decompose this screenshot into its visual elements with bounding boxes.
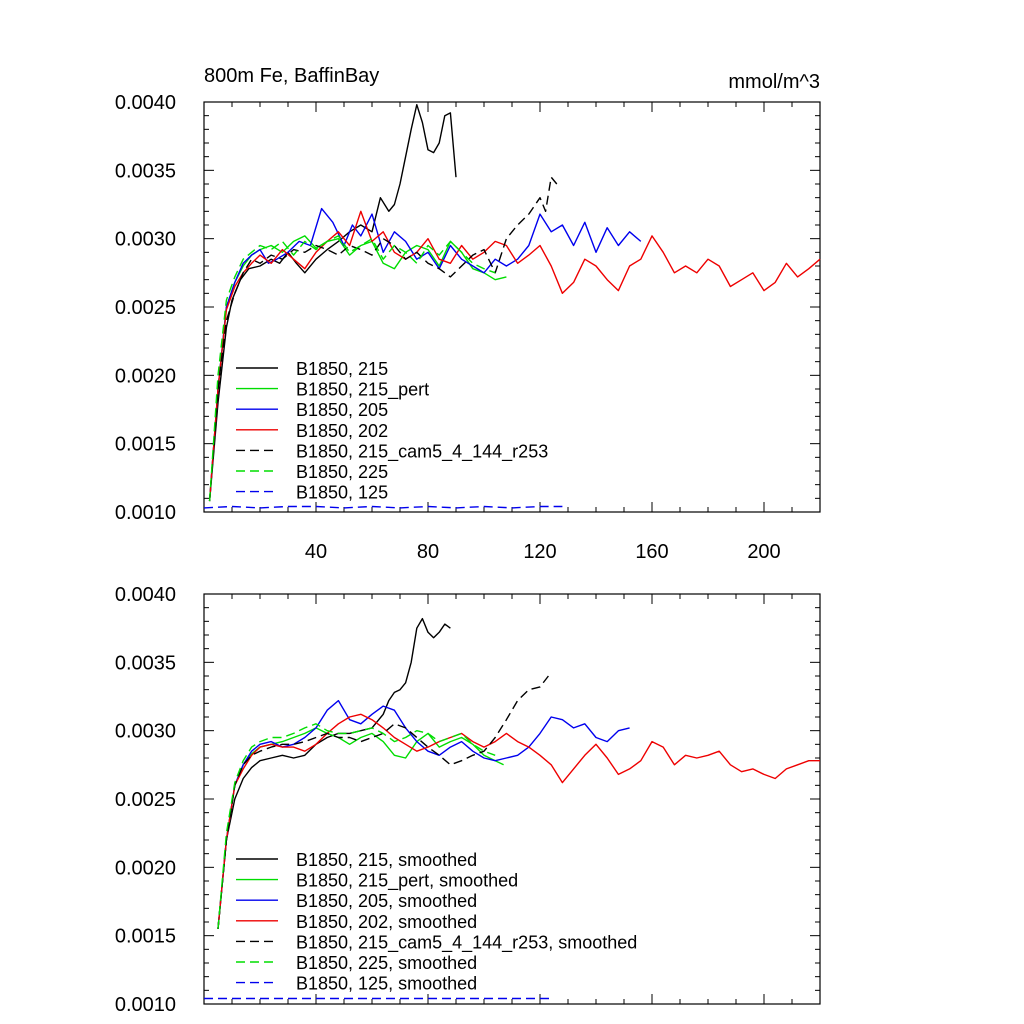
series-line (208, 176, 558, 502)
y-tick-label: 0.0025 (115, 297, 176, 319)
legend-label: B1850, 225, smoothed (296, 953, 477, 973)
units-label: mmol/m^3 (728, 71, 820, 93)
series-line (217, 723, 496, 929)
legend-label: B1850, 215 (296, 359, 388, 379)
x-tick-label: 160 (635, 541, 668, 563)
series-line (217, 699, 630, 929)
legend-label: B1850, 125, smoothed (296, 974, 477, 994)
series-line (217, 675, 549, 929)
bottom-panel: 0.0010 0.0015 0.0020 0.0025 0.0030 0.0035 0.00… (115, 584, 821, 1016)
x-tick-label: 120 (523, 541, 556, 563)
legend-label: B1850, 125 (296, 483, 388, 503)
legend-label: B1850, 215, smoothed (296, 850, 477, 870)
y-tick-label: 0.0010 (115, 502, 176, 524)
y-tick-label: 0.0035 (115, 160, 176, 182)
y-tick-label: 0.0015 (115, 926, 176, 948)
y-tick-label: 0.0035 (115, 652, 176, 674)
y-tick-label: 0.0025 (115, 789, 176, 811)
legend-label: B1850, 205 (296, 400, 388, 420)
legend-label: B1850, 215_pert, smoothed (296, 871, 518, 892)
y-tick-label: 0.0040 (115, 92, 176, 114)
y-tick-label: 0.0020 (115, 365, 176, 387)
legend-label: B1850, 225 (296, 462, 388, 482)
legend-label: B1850, 215_cam5_4_144_r253 (296, 441, 548, 462)
y-tick-label: 0.0015 (115, 434, 176, 456)
series-line (208, 235, 496, 502)
legend-label: B1850, 215_cam5_4_144_r253, smoothed (296, 932, 637, 953)
chart-title: 800m Fe, BaffinBay (204, 65, 379, 87)
y-tick-label: 0.0020 (115, 857, 176, 879)
x-tick-label: 80 (417, 541, 439, 563)
legend-label: B1850, 202 (296, 421, 388, 441)
legend-label: B1850, 215_pert (296, 380, 429, 401)
x-tick-label: 200 (747, 541, 780, 563)
y-tick-label: 0.0030 (115, 721, 176, 743)
series-line (217, 617, 451, 929)
series-line (208, 210, 821, 502)
series-line (203, 505, 563, 509)
top-panel: 40 80 120 160 200 0.0010 0.0015 0.0020 0.0025 0.0… (115, 92, 821, 563)
series-line (217, 713, 820, 929)
y-tick-label: 0.0010 (115, 994, 176, 1016)
y-tick-label: 0.0040 (115, 584, 176, 606)
x-tick-label: 40 (305, 541, 327, 563)
y-tick-label: 0.0030 (115, 229, 176, 251)
legend-label: B1850, 202, smoothed (296, 912, 477, 932)
legend-label: B1850, 205, smoothed (296, 891, 477, 911)
